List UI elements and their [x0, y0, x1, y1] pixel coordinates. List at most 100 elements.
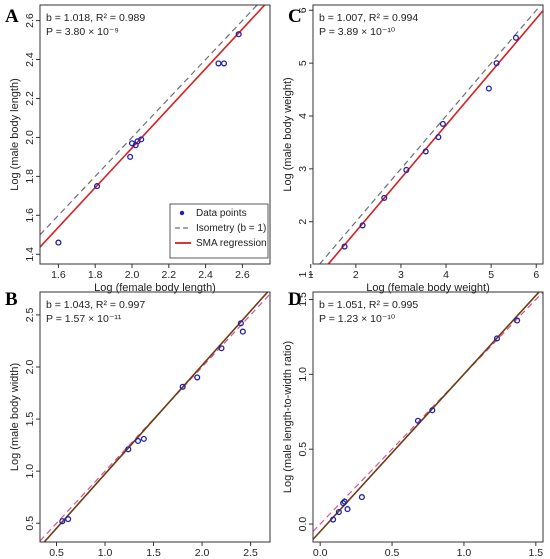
x-tick-label: 2 [353, 269, 359, 281]
sma-regression-line [43, 292, 269, 542]
data-point [239, 328, 246, 335]
x-tick-label: 2.0 [125, 269, 140, 281]
y-tick-label: 4 [297, 113, 309, 119]
data-point [344, 506, 351, 513]
y-tick-label: 2.4 [24, 52, 36, 67]
y-tick-label: 2.2 [24, 91, 36, 106]
data-point [381, 194, 388, 201]
data-point [439, 120, 446, 127]
y-tick-label: 1.6 [24, 208, 36, 223]
data-points [59, 320, 246, 525]
x-axis-ticks: 1.6 1.8 2.0 2.2 2.4 2.6 [51, 264, 250, 281]
x-tick-label: 1.5 [529, 547, 544, 559]
data-point [218, 345, 225, 352]
y-tick-label: 0.5 [24, 516, 36, 531]
y-tick-label: 1.0 [297, 367, 309, 382]
isometry-line [318, 5, 542, 264]
y-tick-label: 1 [297, 271, 309, 277]
x-tick-label: 2.5 [243, 547, 258, 559]
data-point [340, 500, 347, 507]
data-point [493, 335, 501, 342]
data-point [403, 166, 410, 173]
x-tick-label: 4 [443, 269, 449, 281]
legend-point-swatch [179, 210, 185, 216]
x-tick-label: 1.6 [51, 269, 66, 281]
x-axis-ticks: 0.5 1.0 1.5 2.0 2.5 [49, 542, 258, 559]
panel-letter: C [288, 6, 302, 27]
data-point [512, 34, 519, 41]
panel-letter: D [288, 289, 302, 310]
plot-frame [312, 4, 544, 265]
y-tick-label: 6 [297, 7, 309, 13]
data-point [493, 60, 500, 67]
plot-frame [39, 4, 271, 265]
data-point [65, 516, 72, 523]
sma-regression-line [313, 292, 541, 540]
y-tick-label: 5 [297, 60, 309, 66]
data-point [514, 317, 521, 324]
x-axis-label: Log (female body length) [94, 282, 216, 294]
data-point [235, 31, 242, 38]
y-axis-ticks: 0.5 1.0 1.5 2.0 2.5 [24, 307, 40, 531]
stat-annotation: b = 1.043, R² = 0.997 [46, 299, 145, 311]
stat-annotation: b = 1.051, R² = 0.995 [319, 299, 418, 311]
data-point [341, 243, 348, 250]
data-point [140, 435, 147, 442]
y-tick-label: 2.5 [24, 307, 36, 322]
panel-c: C123456123456Log (female body weight)Log… [282, 4, 544, 294]
stat-annotation: P = 3.89 × 10⁻¹⁰ [319, 26, 396, 38]
data-point [179, 383, 186, 390]
plot-frame [312, 291, 544, 543]
y-axis-label: Log (male length-to-width ratio) [282, 341, 294, 493]
y-tick-label: 2.6 [24, 13, 36, 28]
y-tick-label: 0.5 [297, 442, 309, 457]
panel-letter: A [5, 6, 19, 27]
data-point [93, 183, 101, 190]
stat-annotation: P = 3.80 × 10⁻⁹ [46, 26, 119, 38]
stat-annotation: b = 1.007, R² = 0.994 [319, 12, 418, 24]
legend-box [169, 203, 269, 259]
x-tick-label: 6 [533, 269, 539, 281]
data-point [485, 85, 492, 92]
data-point [414, 417, 421, 424]
x-tick-label: 1.0 [457, 547, 472, 559]
fit-lines [318, 5, 543, 264]
sma-regression-line [327, 10, 543, 264]
data-point [422, 148, 429, 155]
fit-lines [313, 292, 543, 540]
fit-lines [40, 5, 266, 248]
x-tick-label: 2.2 [161, 269, 176, 281]
data-point [134, 437, 142, 445]
y-axis-ticks: 1 2 3 4 5 6 [297, 7, 313, 277]
data-point [359, 222, 366, 229]
plot-frame [39, 291, 271, 543]
data-point [59, 518, 66, 525]
x-tick-label: 1.8 [88, 269, 103, 281]
data-point [429, 407, 436, 414]
stat-annotation: P = 1.23 × 10⁻¹⁰ [319, 313, 396, 325]
data-points [341, 34, 519, 250]
data-point [335, 509, 342, 516]
y-axis-label: Log (male body weight) [282, 77, 294, 191]
y-tick-label: 2.0 [24, 360, 36, 375]
data-point [435, 134, 442, 141]
isometry-line [313, 292, 543, 532]
isometry-line [40, 5, 258, 236]
y-tick-label: 1.4 [24, 247, 36, 262]
data-point [55, 239, 62, 246]
legend-label: Isometry (b = 1) [196, 223, 266, 234]
x-tick-label: 1.0 [98, 547, 113, 559]
x-tick-label: 2.6 [235, 269, 250, 281]
y-tick-label: 1.5 [24, 412, 36, 427]
y-tick-label: 2.0 [24, 130, 36, 145]
legend: Data points Isometry (b = 1) SMA regressio… [169, 203, 269, 259]
y-tick-label: 2 [297, 219, 309, 225]
y-axis-label: Log (male body width) [9, 363, 21, 471]
isometry-line [40, 293, 270, 542]
panel-a: A 1.6 1.8 2.0 2.2 2.4 2.6 1.4 1.6 1.8 2.0 2.2 2.4 2.6… [5, 4, 271, 294]
stat-annotation: b = 1.018, R² = 0.989 [46, 12, 145, 24]
stat-annotation: P = 1.57 × 10⁻¹¹ [46, 313, 122, 325]
